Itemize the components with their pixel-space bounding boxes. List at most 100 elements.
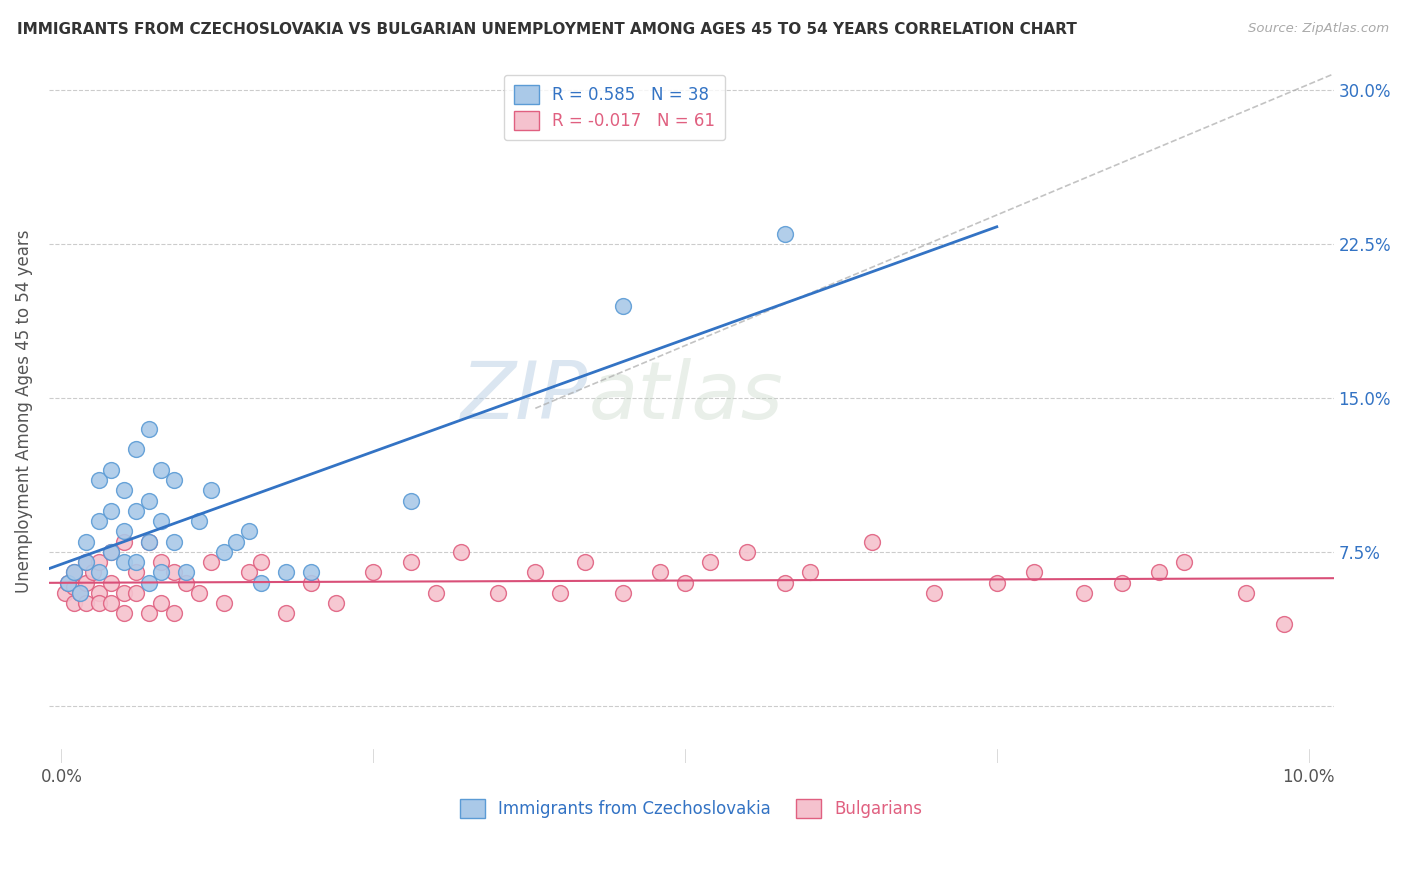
Point (53, 586, 76, 600)
Point (63, 566, 86, 580)
Point (87, 566, 110, 580)
Point (486, 586, 509, 600)
Point (773, 227, 796, 241)
Text: Source: ZipAtlas.com: Source: ZipAtlas.com (1249, 22, 1389, 36)
Point (524, 566, 547, 580)
Point (250, 575, 273, 590)
Point (212, 545, 235, 559)
Point (138, 534, 160, 549)
Point (112, 534, 135, 549)
Point (87, 514, 110, 528)
Point (361, 566, 384, 580)
Text: ZIP: ZIP (461, 359, 589, 436)
Point (399, 555, 422, 569)
Point (75, 534, 97, 549)
Point (100, 545, 122, 559)
Point (100, 545, 122, 559)
Legend: Immigrants from Czechoslovakia, Bulgarians: Immigrants from Czechoslovakia, Bulgaria… (453, 793, 929, 825)
Point (799, 566, 821, 580)
Point (924, 586, 946, 600)
Point (299, 566, 322, 580)
Point (200, 555, 222, 569)
Point (187, 586, 209, 600)
Point (225, 534, 247, 549)
Point (100, 575, 122, 590)
Point (138, 422, 160, 436)
Point (274, 607, 297, 621)
Point (673, 575, 696, 590)
Point (150, 463, 173, 477)
Point (138, 493, 160, 508)
Point (69, 586, 91, 600)
Point (125, 586, 148, 600)
Point (125, 504, 148, 518)
Point (75, 596, 97, 610)
Point (550, 586, 572, 600)
Point (112, 586, 135, 600)
Point (450, 545, 472, 559)
Point (986, 575, 1008, 590)
Point (1147, 566, 1170, 580)
Point (1024, 566, 1046, 580)
Point (150, 555, 173, 569)
Point (174, 566, 197, 580)
Point (150, 514, 173, 528)
Point (773, 575, 796, 590)
Point (163, 566, 186, 580)
Point (1173, 555, 1195, 569)
Point (425, 586, 447, 600)
Point (212, 596, 235, 610)
Point (250, 555, 273, 569)
Point (125, 442, 148, 457)
Point (138, 534, 160, 549)
Point (163, 534, 186, 549)
Point (87, 596, 110, 610)
Point (87, 473, 110, 487)
Point (1272, 616, 1295, 631)
Point (163, 473, 186, 487)
Point (100, 463, 122, 477)
Point (648, 566, 671, 580)
Point (63, 566, 86, 580)
Point (112, 524, 135, 539)
Point (574, 555, 596, 569)
Point (125, 566, 148, 580)
Point (100, 504, 122, 518)
Point (125, 555, 148, 569)
Point (238, 524, 260, 539)
Point (69, 586, 91, 600)
Point (174, 575, 197, 590)
Point (56, 575, 79, 590)
Y-axis label: Unemployment Among Ages 45 to 54 years: Unemployment Among Ages 45 to 54 years (15, 229, 32, 593)
Point (56, 575, 79, 590)
Point (112, 555, 135, 569)
Point (82, 566, 104, 580)
Point (325, 596, 347, 610)
Point (75, 575, 97, 590)
Text: IMMIGRANTS FROM CZECHOSLOVAKIA VS BULGARIAN UNEMPLOYMENT AMONG AGES 45 TO 54 YEA: IMMIGRANTS FROM CZECHOSLOVAKIA VS BULGAR… (17, 22, 1077, 37)
Point (150, 596, 173, 610)
Point (87, 586, 110, 600)
Point (112, 607, 135, 621)
Point (612, 299, 634, 313)
Point (612, 586, 634, 600)
Point (187, 514, 209, 528)
Point (163, 607, 186, 621)
Point (75, 555, 97, 569)
Point (238, 566, 260, 580)
Point (200, 483, 222, 498)
Point (138, 607, 160, 621)
Point (737, 545, 759, 559)
Point (1111, 575, 1133, 590)
Point (138, 575, 160, 590)
Point (1234, 586, 1257, 600)
Point (63, 596, 86, 610)
Point (299, 575, 322, 590)
Point (75, 555, 97, 569)
Point (150, 566, 173, 580)
Point (112, 483, 135, 498)
Text: atlas: atlas (589, 359, 783, 436)
Point (399, 493, 422, 508)
Point (100, 596, 122, 610)
Point (274, 566, 297, 580)
